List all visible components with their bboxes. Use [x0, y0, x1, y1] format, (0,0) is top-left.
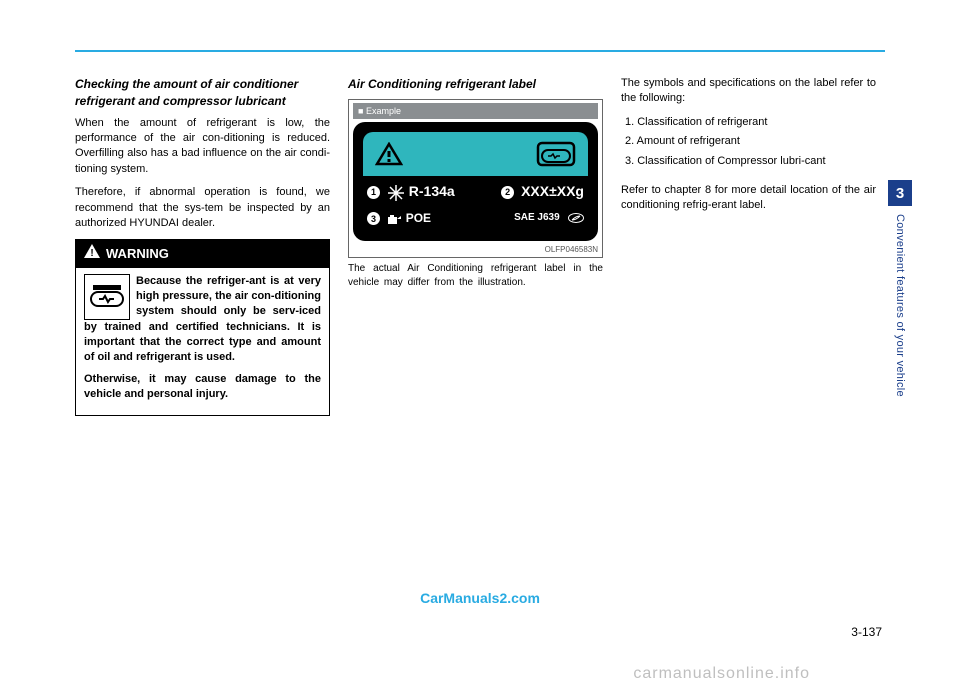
- figure-example-tag: ■ Example: [353, 103, 598, 120]
- list-item: 2. Amount of refrigerant: [625, 134, 876, 149]
- column-2: Air Conditioning refrigerant label ■ Exa…: [348, 76, 603, 416]
- weight-group: 2 XXX±XXg: [501, 182, 584, 202]
- figure-code: OLFP046583N: [353, 244, 598, 255]
- callout-1: 1: [367, 186, 380, 199]
- chapter-title: Convenient features of your vehicle: [894, 214, 906, 397]
- refrigerant-label-figure: ■ Example 1 R-134a 2 X: [348, 99, 603, 258]
- warning-title: WARNING: [106, 245, 169, 263]
- sae-group: SAE J639: [514, 211, 584, 225]
- page-number: 3-137: [851, 625, 882, 639]
- oil-can-icon: [386, 212, 402, 226]
- manual-book-icon: [536, 141, 576, 167]
- r134a-group: 1 R-134a: [367, 182, 455, 202]
- refrigerant-icon: [84, 274, 130, 320]
- poe-text: POE: [406, 211, 431, 225]
- snowflake-icon: [387, 184, 405, 202]
- side-chapter-tab: 3 Convenient features of your vehicle: [888, 180, 912, 397]
- col3-intro: The symbols and specifications on the la…: [621, 76, 876, 107]
- col2-heading: Air Conditioning refrigerant label: [348, 76, 603, 93]
- top-rule: [75, 50, 885, 52]
- chapter-number: 3: [888, 180, 912, 206]
- poe-group: 3 POE: [367, 210, 431, 227]
- col3-ref: Refer to chapter 8 for more detail locat…: [621, 183, 876, 214]
- callout-2: 2: [501, 186, 514, 199]
- columns: Checking the amount of air conditioner r…: [75, 76, 885, 416]
- sae-text: SAE J639: [514, 212, 560, 223]
- warning-box: ! WARNING Because the refriger-: [75, 239, 330, 415]
- bottom-watermark: carmanualsonline.info: [633, 665, 810, 683]
- column-1: Checking the amount of air conditioner r…: [75, 76, 330, 416]
- figure-caption: The actual Air Conditioning refrigerant …: [348, 262, 603, 290]
- hyundai-logo-icon: [568, 213, 584, 223]
- watermark: CarManuals2.com: [420, 590, 540, 606]
- warning-p1: Because the refriger-ant is at very high…: [84, 274, 321, 366]
- r134a-text: R-134a: [409, 183, 455, 199]
- col1-p1: When the amount of refrigerant is low, t…: [75, 116, 330, 178]
- callout-3: 3: [367, 212, 380, 225]
- col1-heading: Checking the amount of air conditioner r…: [75, 76, 330, 110]
- svg-text:!: !: [90, 248, 93, 258]
- label-row-1: 1 R-134a 2 XXX±XXg: [363, 176, 588, 208]
- warning-header: ! WARNING: [76, 240, 329, 267]
- warning-triangle-icon: [375, 142, 403, 166]
- column-3: The symbols and specifications on the la…: [621, 76, 876, 416]
- warning-icon: !: [84, 244, 100, 263]
- label-black-panel: 1 R-134a 2 XXX±XXg 3 POE: [353, 122, 598, 240]
- list-item: 1. Classification of refrigerant: [625, 115, 876, 130]
- manual-page: Checking the amount of air conditioner r…: [75, 50, 885, 416]
- warning-body: Because the refriger-ant is at very high…: [76, 268, 329, 415]
- warning-p2: Otherwise, it may cause damage to the ve…: [84, 372, 321, 403]
- weight-text: XXX±XXg: [521, 183, 584, 199]
- list-item: 3. Classification of Compressor lubri-ca…: [625, 154, 876, 169]
- label-row-2: 3 POE SAE J639: [363, 208, 588, 231]
- label-teal-bar: [363, 132, 588, 176]
- col1-p2: Therefore, if abnormal operation is foun…: [75, 185, 330, 231]
- example-label-text: Example: [366, 106, 401, 116]
- col3-list: 1. Classification of refrigerant 2. Amou…: [625, 115, 876, 169]
